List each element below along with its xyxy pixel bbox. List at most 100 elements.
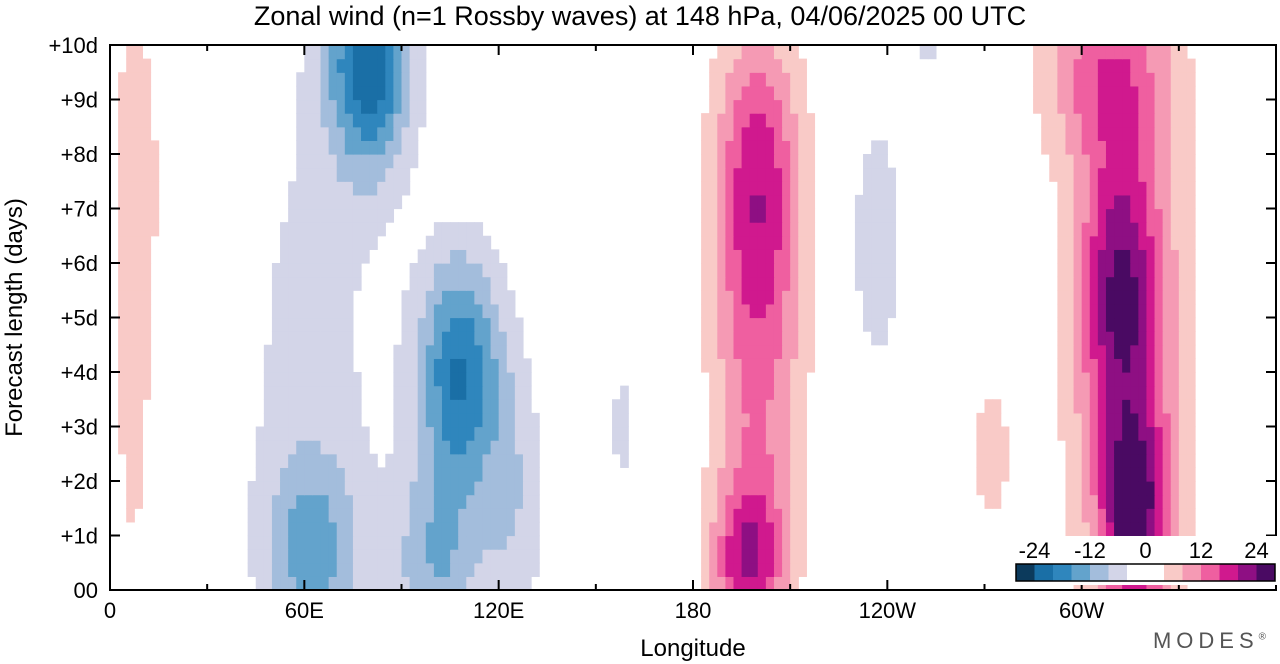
- field-cell: [879, 181, 888, 196]
- field-cell: [1081, 412, 1091, 428]
- field-cell: [709, 194, 718, 210]
- field-cell: [1073, 303, 1083, 319]
- field-cell: [126, 58, 135, 73]
- field-cell: [401, 303, 411, 319]
- field-cell: [328, 235, 338, 250]
- field-cell: [126, 85, 135, 101]
- field-cell: [409, 481, 419, 496]
- field-cell: [142, 222, 152, 237]
- field-cell: [255, 549, 265, 564]
- field-cell: [1081, 331, 1091, 346]
- field-cell: [312, 317, 322, 332]
- field-cell: [1130, 399, 1139, 414]
- field-cell: [336, 426, 346, 441]
- field-cell: [790, 113, 799, 128]
- field-cell: [701, 344, 710, 359]
- field-cell: [1154, 58, 1164, 73]
- field-cell: [450, 576, 459, 591]
- field-cell: [336, 549, 346, 564]
- field-cell: [725, 99, 735, 114]
- field-cell: [425, 481, 435, 496]
- field-cell: [328, 399, 338, 414]
- field-cell: [296, 72, 305, 87]
- field-cell: [1114, 440, 1123, 455]
- field-cell: [1081, 208, 1091, 223]
- field-cell: [328, 154, 338, 169]
- field-cell: [336, 58, 346, 73]
- field-cell: [1138, 494, 1148, 509]
- field-cell: [725, 154, 735, 169]
- field-cell: [385, 208, 395, 223]
- field-cell: [417, 344, 427, 359]
- field-cell: [1154, 194, 1164, 210]
- field-cell: [709, 222, 718, 237]
- field-cell: [1170, 453, 1180, 468]
- field-cell: [466, 494, 475, 509]
- field-cell: [296, 208, 305, 223]
- field-cell: [304, 85, 314, 101]
- field-cell: [280, 426, 289, 441]
- field-cell: [498, 481, 508, 496]
- field-cell: [1138, 521, 1148, 537]
- field-cell: [280, 399, 289, 414]
- field-cell: [450, 385, 459, 400]
- field-cell: [352, 481, 362, 496]
- field-cell: [369, 99, 378, 114]
- field-cell: [790, 412, 799, 428]
- modes-logo: MODES®: [1152, 628, 1266, 653]
- field-cell: [312, 467, 322, 482]
- field-cell: [1122, 85, 1131, 101]
- field-cell: [134, 154, 143, 169]
- field-cell: [385, 72, 395, 87]
- field-cell: [118, 167, 127, 182]
- field-cell: [522, 521, 532, 537]
- field-cell: [1097, 208, 1107, 223]
- field-cell: [490, 535, 500, 550]
- field-cell: [725, 194, 735, 210]
- field-cell: [304, 235, 314, 250]
- field-cell: [1186, 399, 1196, 414]
- field-cell: [304, 194, 314, 210]
- field-cell: [717, 222, 726, 237]
- field-cell: [1178, 249, 1188, 264]
- field-cell: [741, 494, 751, 509]
- field-cell: [352, 194, 362, 210]
- field-cell: [790, 45, 799, 60]
- field-cell: [749, 562, 759, 577]
- field-cell: [280, 467, 289, 482]
- field-cell: [1105, 426, 1115, 441]
- field-cell: [126, 140, 135, 155]
- field-cell: [466, 303, 475, 319]
- field-cell: [263, 426, 273, 441]
- field-cell: [369, 494, 378, 509]
- field-cell: [1105, 494, 1115, 509]
- field-cell: [417, 412, 427, 428]
- field-cell: [1130, 303, 1139, 319]
- field-cell: [1186, 235, 1196, 250]
- field-cell: [798, 562, 807, 577]
- field-cell: [782, 576, 791, 591]
- field-cell: [757, 154, 767, 169]
- field-cell: [255, 440, 265, 455]
- field-cell: [280, 562, 289, 577]
- field-cell: [450, 426, 459, 441]
- field-cell: [1097, 303, 1107, 319]
- field-cell: [1162, 194, 1172, 210]
- field-cell: [514, 535, 524, 550]
- field-cell: [134, 453, 143, 468]
- field-cell: [450, 535, 459, 550]
- field-cell: [336, 385, 346, 400]
- field-cell: [498, 535, 508, 550]
- field-cell: [433, 276, 443, 291]
- field-cell: [1154, 235, 1164, 250]
- field-cell: [377, 576, 386, 591]
- field-cell: [352, 535, 362, 550]
- field-cell: [1097, 317, 1107, 332]
- field-cell: [790, 99, 799, 114]
- field-cell: [1000, 453, 1010, 468]
- field-cell: [1073, 344, 1083, 359]
- field-cell: [336, 235, 346, 250]
- field-cell: [320, 303, 330, 319]
- field-cell: [1073, 358, 1083, 373]
- field-cell: [1178, 58, 1188, 73]
